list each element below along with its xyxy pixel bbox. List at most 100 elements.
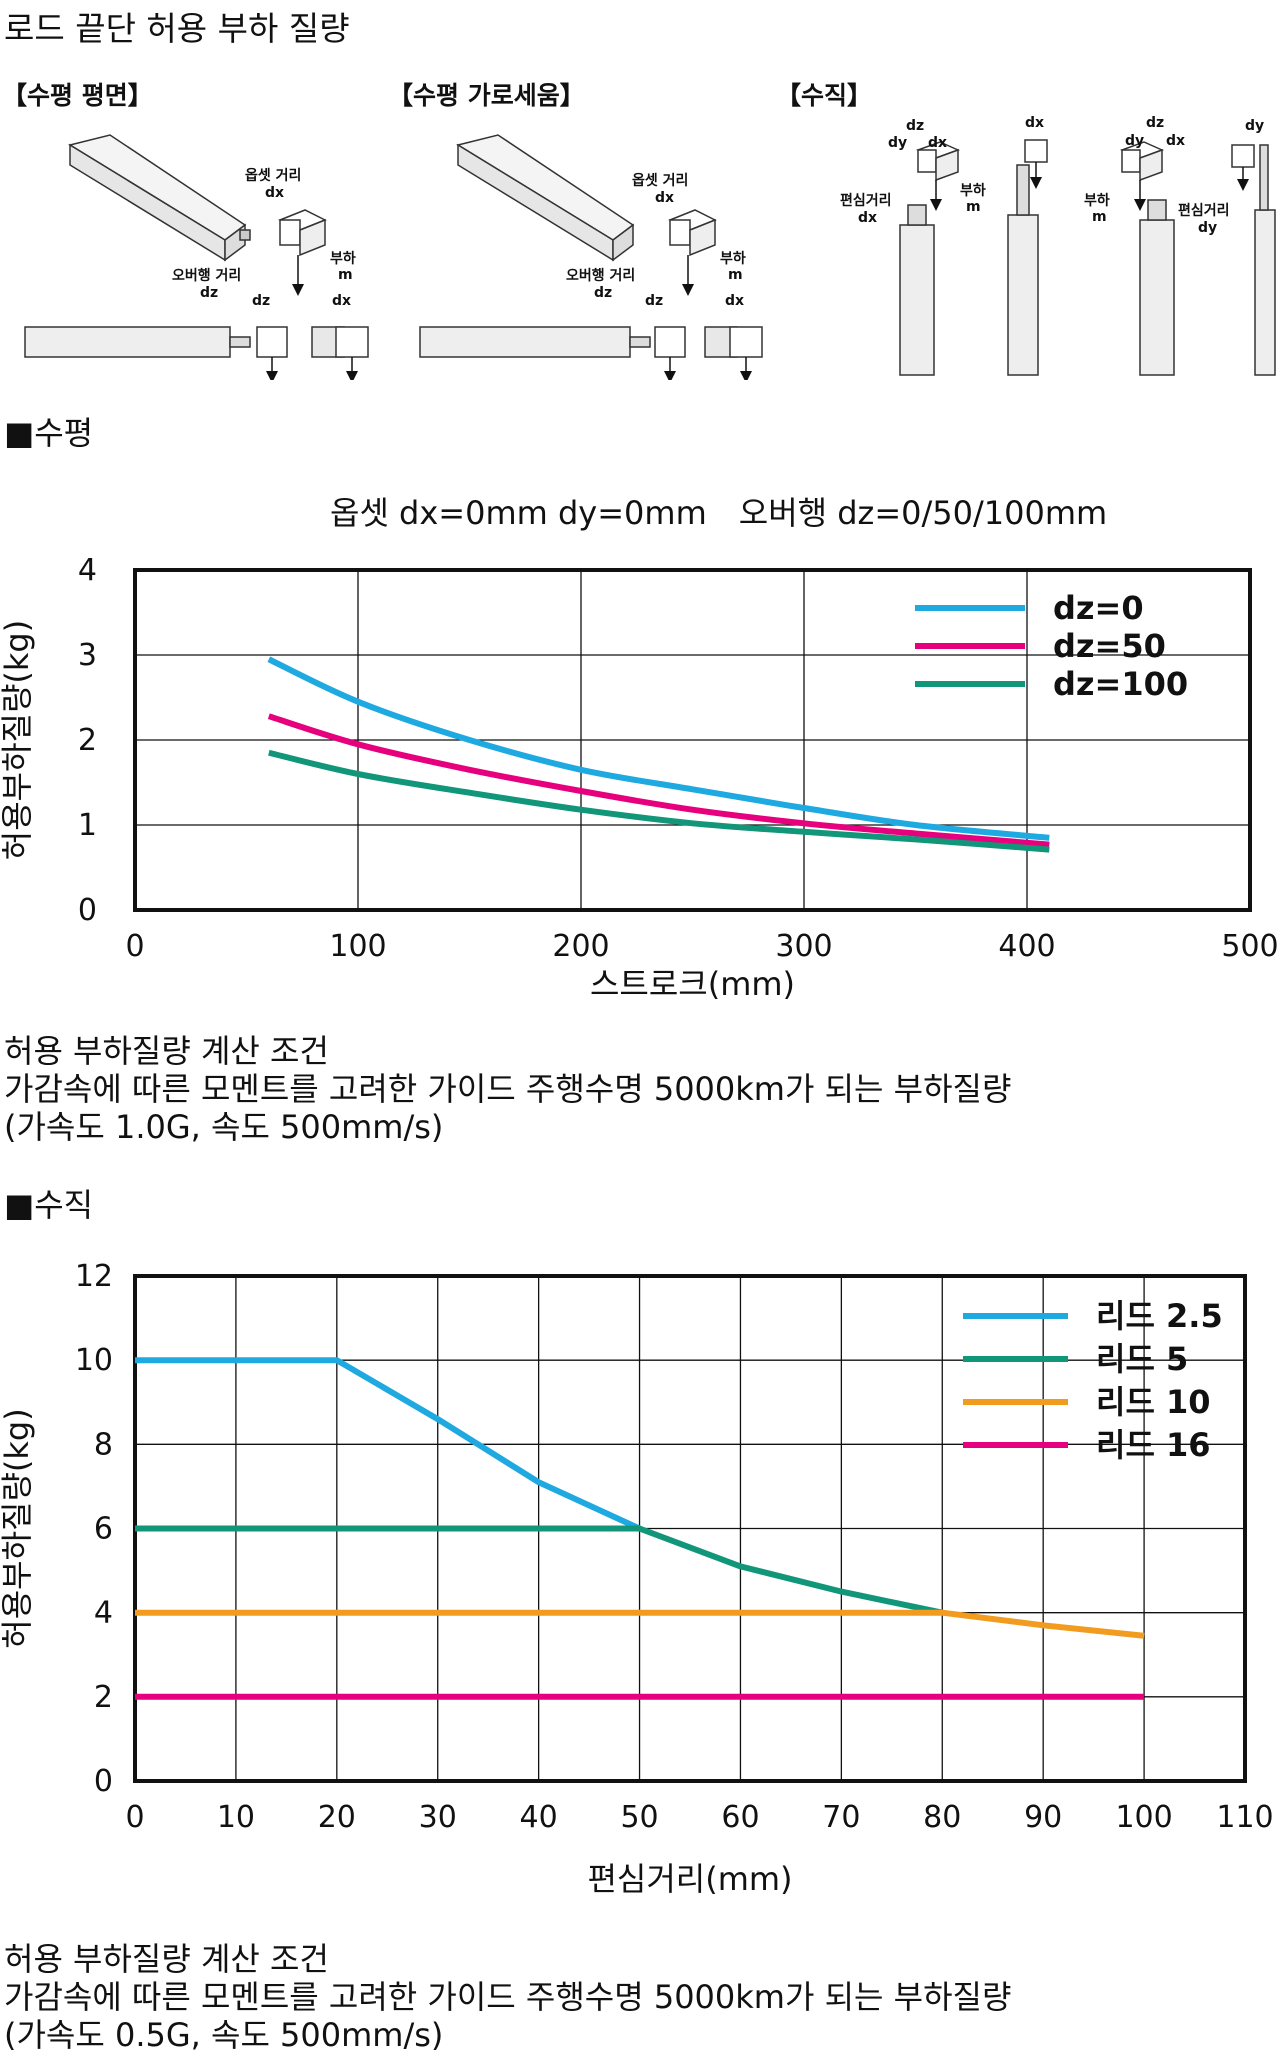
dz-label-2: dz	[252, 293, 270, 309]
chart2-xtick-label-3: 30	[419, 1800, 457, 1835]
chart1-ytick-label-2: 2	[78, 723, 97, 758]
chart1-y-axis-label: 허용부하질량(kg)	[0, 620, 36, 860]
horizontal-heading: ■수평	[4, 414, 94, 452]
load-label-2: 부하	[720, 250, 746, 267]
chart2-xtick-label-8: 80	[923, 1800, 961, 1835]
dx-label-5: dx	[928, 135, 947, 151]
dz-label-4: dz	[645, 293, 663, 309]
chart1-ytick-label-1: 1	[78, 808, 97, 843]
dy-label-3: dy	[1198, 220, 1217, 236]
chart2-legend-label-3: 리드 16	[1096, 1426, 1211, 1464]
dx-label-6: dx	[858, 210, 877, 226]
chart1-ytick-label-3: 3	[78, 638, 97, 673]
chart2-xtick-label-5: 50	[620, 1800, 658, 1835]
chart1-xtick-label-4: 400	[998, 929, 1055, 964]
chart1-plot-frame	[133, 568, 1252, 912]
chart2-xtick-label-2: 20	[318, 1800, 356, 1835]
horizontal-note-line-2: 가감속에 따른 모멘트를 고려한 가이드 주행수명 5000km가 되는 부하질…	[4, 1070, 1012, 1108]
chart2-ytick-label-3: 6	[94, 1512, 113, 1547]
dy-label-4: dy	[1245, 118, 1264, 134]
label-horizontal-flat: 【수평 평면】	[2, 81, 153, 110]
offset-distance-label-2: 옵셋 거리	[632, 172, 688, 189]
illustration-annotations: 옵셋 거리 dx 오버행 거리 dz 부하 m dz dx 옵셋 거리 dx 오…	[172, 115, 1264, 309]
vertical-note-line-2: 가감속에 따른 모멘트를 고려한 가이드 주행수명 5000km가 되는 부하질…	[4, 1978, 1012, 2016]
m-label-2: m	[728, 267, 743, 283]
horizontal-side-figure	[419, 134, 763, 380]
vertical-note-line-1: 허용 부하질량 계산 조건	[4, 1940, 329, 1978]
actuator-illustration: 옵셋 거리 dx 오버행 거리 dz 부하 m dz dx 옵셋 거리 dx 오…	[24, 115, 1276, 380]
chart2-series-line-0	[135, 1357, 641, 1532]
chart2-ytick-label-0: 0	[94, 1764, 113, 1799]
load-label-4: 부하	[1084, 192, 1110, 209]
chart2-xtick-label-11: 110	[1216, 1800, 1273, 1835]
chart1-x-axis-label: 스트로크(mm)	[590, 965, 795, 1003]
load-label: 부하	[330, 250, 356, 267]
dy-label: dy	[888, 135, 907, 151]
chart1-xtick-label-1: 100	[329, 929, 386, 964]
m-label-3: m	[966, 199, 981, 215]
chart2-xtick-label-6: 60	[721, 1800, 759, 1835]
label-horizontal-side: 【수평 가로세움】	[388, 81, 585, 110]
chart1-legend-label-2: dz=100	[1053, 665, 1188, 703]
vertical-note-line-3: (가속도 0.5G, 속도 500mm/s)	[4, 2016, 444, 2054]
horizontal-note-line-1: 허용 부하질량 계산 조건	[4, 1032, 329, 1070]
horizontal-flat-figure	[24, 134, 369, 380]
m-label: m	[338, 267, 353, 283]
dx-label-8: dx	[1166, 133, 1185, 149]
chart2-xtick-label-9: 90	[1024, 1800, 1062, 1835]
m-label-4: m	[1092, 209, 1107, 225]
vertical-figure	[899, 139, 1276, 376]
chart2-legend-label-0: 리드 2.5	[1096, 1297, 1223, 1335]
vertical-heading: ■수직	[4, 1186, 94, 1224]
chart1-xtick-label-2: 200	[552, 929, 609, 964]
chart1-ytick-label-4: 4	[78, 553, 97, 588]
chart1-series-line-1	[267, 713, 1050, 848]
chart2-y-axis-label: 허용부하질량(kg)	[0, 1408, 36, 1648]
horizontal-note: 허용 부하질량 계산 조건 가감속에 따른 모멘트를 고려한 가이드 주행수명 …	[4, 1032, 1011, 1146]
chart1-series-line-0	[267, 656, 1050, 841]
chart2-xtick-label-4: 40	[520, 1800, 558, 1835]
chart1-legend-label-1: dz=50	[1053, 627, 1166, 665]
chart2-legend-label-2: 리드 10	[1096, 1383, 1211, 1421]
chart2-xtick-label-10: 100	[1115, 1800, 1172, 1835]
dx-label-7: dx	[1025, 115, 1044, 131]
chart2-xtick-label-1: 10	[217, 1800, 255, 1835]
eccentric-distance-label-2: 편심거리	[1178, 202, 1230, 219]
chart2-ytick-label-2: 4	[94, 1596, 113, 1631]
vertical-chart: 0 10 20 30 40 50 60 70 80 90 100 110 0 2 4 6 8 10 12 리드 2.5…	[0, 1259, 1274, 1898]
dy-label-2: dy	[1125, 133, 1144, 149]
chart1-legend-label-0: dz=0	[1053, 589, 1144, 627]
chart1-xtick-label-0: 0	[125, 929, 144, 964]
dx-label-3: dx	[655, 190, 674, 206]
dx-label-4: dx	[725, 293, 744, 309]
dz-label: dz	[200, 285, 218, 301]
eccentric-distance-label: 편심거리	[840, 192, 892, 209]
chart2-ytick-label-5: 10	[75, 1343, 113, 1378]
horizontal-note-line-3: (가속도 1.0G, 속도 500mm/s)	[4, 1108, 444, 1146]
horizontal-condition: 옵셋 dx=0mm dy=0mm 오버행 dz=0/50/100mm	[330, 494, 1108, 532]
vertical-note: 허용 부하질량 계산 조건 가감속에 따른 모멘트를 고려한 가이드 주행수명 …	[4, 1940, 1011, 2054]
chart2-legend-label-1: 리드 5	[1096, 1340, 1188, 1378]
label-vertical: 【수직】	[776, 81, 873, 110]
chart1-xtick-label-5: 500	[1221, 929, 1278, 964]
dz-label-3: dz	[594, 285, 612, 301]
page-title: 로드 끝단 허용 부하 질량	[4, 9, 350, 48]
chart2-ytick-label-4: 8	[94, 1427, 113, 1462]
chart2-ytick-label-1: 2	[94, 1680, 113, 1715]
load-label-3: 부하	[960, 182, 986, 199]
chart2-series-line-2	[135, 1609, 1145, 1639]
dz-label-5: dz	[906, 118, 924, 134]
chart2-xtick-label-0: 0	[125, 1800, 144, 1835]
chart2-ytick-label-6: 12	[75, 1259, 113, 1294]
dx-label-2: dx	[332, 293, 351, 309]
overhang-distance-label-2: 오버행 거리	[566, 267, 635, 284]
chart2-series-line-1	[135, 1525, 943, 1616]
chart1-xtick-label-3: 300	[775, 929, 832, 964]
offset-distance-label: 옵셋 거리	[245, 167, 301, 184]
chart2-x-axis-label: 편심거리(mm)	[587, 1860, 792, 1898]
dz-label-6: dz	[1146, 115, 1164, 131]
overhang-distance-label: 오버행 거리	[172, 267, 241, 284]
chart2-xtick-label-7: 70	[822, 1800, 860, 1835]
dx-label: dx	[265, 185, 284, 201]
